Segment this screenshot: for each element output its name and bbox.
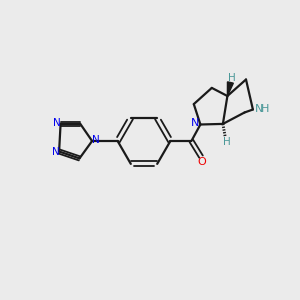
Text: N: N <box>52 147 59 157</box>
Text: H: H <box>223 137 231 147</box>
Text: N: N <box>53 118 61 128</box>
Text: H: H <box>228 73 236 83</box>
Text: N: N <box>92 135 100 146</box>
Text: N: N <box>255 104 263 114</box>
Text: O: O <box>197 157 206 167</box>
Polygon shape <box>227 82 233 96</box>
Text: N: N <box>191 118 199 128</box>
Text: H: H <box>261 104 270 114</box>
